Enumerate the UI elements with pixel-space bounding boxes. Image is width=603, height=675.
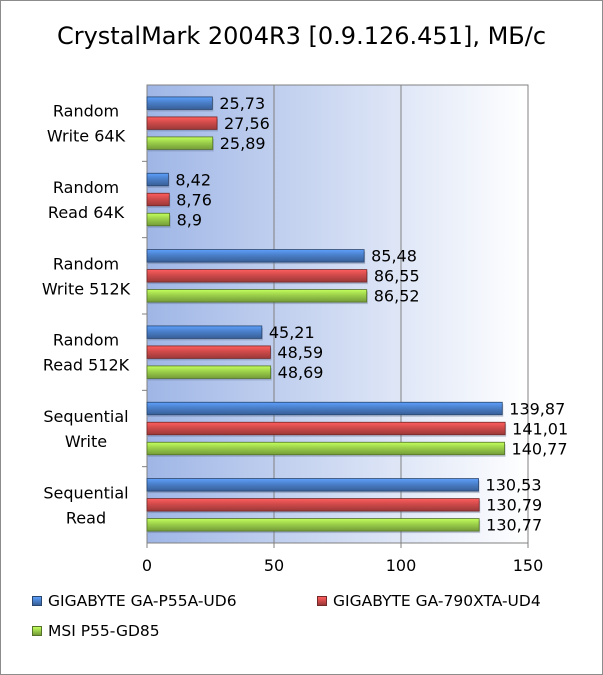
category-label-line: Write 512K	[42, 279, 131, 298]
bar	[146, 96, 213, 110]
category-label-line: Write	[65, 432, 107, 451]
legend-item: MSI P55-GD85	[32, 622, 160, 640]
chart-title: CrystalMark 2004R3 [0.9.126.451], МБ/с	[56, 22, 547, 50]
category-label-line: Random	[53, 178, 119, 197]
data-label: 8,9	[177, 210, 202, 229]
category-label-line: Sequential	[43, 407, 128, 426]
category-label-line: Random	[53, 331, 119, 350]
bar	[146, 212, 171, 227]
category-label: Sequential Write	[43, 407, 128, 451]
plot-area	[146, 84, 529, 544]
data-label: 48,69	[278, 363, 324, 382]
legend-swatch	[317, 596, 327, 606]
legend-label: GIGABYTE GA-790XTA-UD4	[333, 592, 541, 610]
bar	[146, 249, 365, 263]
legend-item: GIGABYTE GA-P55A-UD6	[32, 592, 237, 610]
category-label-line: Random	[53, 254, 119, 273]
bar	[146, 421, 506, 436]
data-label: 141,01	[512, 419, 568, 438]
category-label: Random Read 512K	[43, 331, 130, 375]
bar	[146, 116, 218, 130]
bar	[146, 345, 271, 359]
data-label: 139,87	[509, 399, 565, 418]
data-label: 25,73	[219, 94, 265, 113]
data-label: 130,77	[486, 516, 542, 535]
legend-item: GIGABYTE GA-790XTA-UD4	[317, 592, 541, 610]
data-label: 140,77	[512, 439, 568, 458]
data-label: 86,55	[374, 267, 420, 286]
data-label: 25,89	[220, 134, 266, 153]
category-label-line: Read	[66, 508, 106, 527]
category-label-line: Write 64K	[47, 127, 126, 146]
data-label: 8,42	[175, 170, 211, 189]
bar	[146, 136, 214, 150]
x-tick-label: 100	[386, 556, 417, 575]
category-label: Random Write 64K	[47, 102, 126, 146]
category-label: Random Write 512K	[42, 254, 131, 298]
category-label-line: Random	[53, 102, 119, 121]
data-label: 86,52	[374, 287, 420, 306]
data-label: 48,59	[277, 343, 323, 362]
bar	[146, 289, 368, 303]
legend-label: GIGABYTE GA-P55A-UD6	[48, 592, 237, 610]
bar	[146, 401, 503, 416]
legend-swatch	[32, 596, 42, 606]
data-label: 130,79	[486, 496, 542, 515]
category-label-line: Sequential	[43, 483, 128, 502]
bar	[146, 365, 272, 379]
bar	[146, 518, 480, 532]
bar	[146, 192, 170, 207]
data-label: 8,76	[176, 190, 212, 209]
category-label-line: Read 512K	[43, 356, 130, 375]
category-label-line: Read 64K	[48, 203, 125, 222]
x-tick-label: 50	[264, 556, 284, 575]
x-tick-label: 150	[513, 556, 544, 575]
legend-label: MSI P55-GD85	[48, 622, 160, 640]
category-label: Sequential Read	[43, 483, 128, 527]
bar	[146, 498, 480, 512]
legend-swatch	[32, 626, 42, 636]
category-label: Random Read 64K	[48, 178, 125, 222]
data-label: 85,48	[371, 247, 417, 266]
data-label: 45,21	[269, 323, 315, 342]
x-tick-label: 0	[142, 556, 152, 575]
data-label: 27,56	[224, 114, 270, 133]
bar	[146, 325, 263, 339]
bar	[146, 269, 368, 283]
data-label: 130,53	[486, 476, 542, 495]
bar	[146, 172, 169, 187]
bar	[146, 478, 479, 492]
bar	[146, 441, 505, 456]
